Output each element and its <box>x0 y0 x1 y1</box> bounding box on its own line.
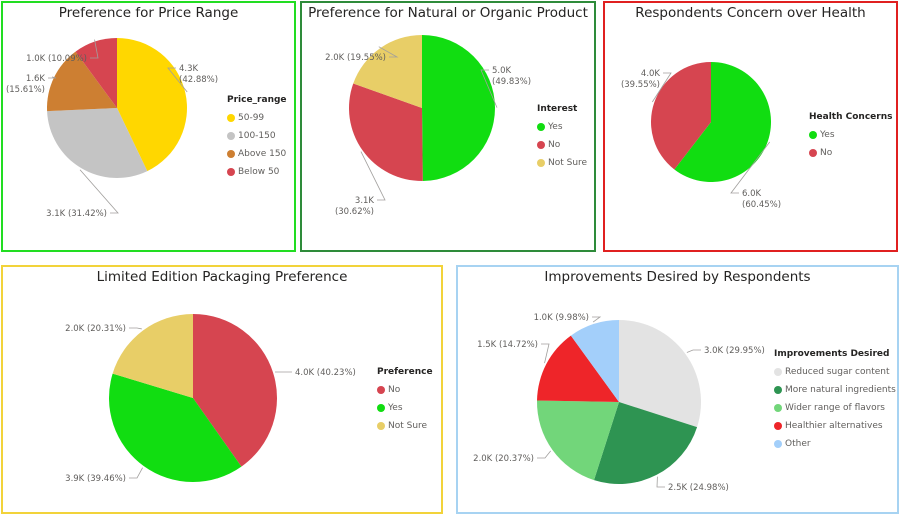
data-label: 1.6K(15.61%) <box>6 74 45 95</box>
data-label: 2.5K (24.98%) <box>668 483 729 493</box>
data-label: 2.0K (20.31%) <box>65 324 126 334</box>
legend-item[interactable]: Other <box>774 435 896 453</box>
legend-marker-icon <box>537 159 545 167</box>
chart-legend: Interest Yes No Not Sure <box>537 104 587 172</box>
legend-label: More natural ingredients <box>785 385 896 395</box>
legend-label: Not Sure <box>548 158 587 168</box>
legend-item[interactable]: 50-99 <box>227 109 287 127</box>
legend-item[interactable]: Reduced sugar content <box>774 363 896 381</box>
legend-title: Interest <box>537 104 587 114</box>
chart-legend: Health Concerns Yes No <box>809 112 892 162</box>
data-label: 1.0K (9.98%) <box>534 313 589 323</box>
chart-panel-packaging[interactable]: Limited Edition Packaging Preference 4.0… <box>1 265 443 514</box>
pie-slice-yes[interactable] <box>422 35 495 181</box>
legend-title: Preference <box>377 367 433 377</box>
legend-marker-icon <box>227 168 235 176</box>
legend-item[interactable]: No <box>809 144 892 162</box>
legend-marker-icon <box>774 404 782 412</box>
chart-panel-health-concern[interactable]: Respondents Concern over Health 6.0K(60.… <box>603 1 898 252</box>
leader-line <box>537 451 551 458</box>
legend-item[interactable]: Not Sure <box>377 417 433 435</box>
legend-label: 50-99 <box>238 113 264 123</box>
legend-item[interactable]: Not Sure <box>537 154 587 172</box>
legend-item[interactable]: More natural ingredients <box>774 381 896 399</box>
chart-panel-improvements[interactable]: Improvements Desired by Respondents 3.0K… <box>456 265 899 514</box>
legend-item[interactable]: Below 50 <box>227 163 287 181</box>
legend-item[interactable]: Healthier alternatives <box>774 417 896 435</box>
data-label: 3.9K (39.46%) <box>65 474 126 484</box>
leader-line <box>657 477 665 487</box>
legend-marker-icon <box>809 131 817 139</box>
legend-marker-icon <box>377 386 385 394</box>
legend-title: Health Concerns <box>809 112 892 122</box>
legend-label: Wider range of flavors <box>785 403 885 413</box>
legend-marker-icon <box>774 368 782 376</box>
legend-item[interactable]: Yes <box>809 126 892 144</box>
legend-marker-icon <box>537 141 545 149</box>
data-label: 4.0K(39.55%) <box>621 69 660 90</box>
data-label: 1.5K (14.72%) <box>477 340 538 350</box>
leader-line <box>129 328 142 329</box>
data-label: 1.0K (10.09%) <box>26 54 87 64</box>
legend-marker-icon <box>227 150 235 158</box>
legend-item[interactable]: Above 150 <box>227 145 287 163</box>
data-label: 2.0K (19.55%) <box>325 53 386 63</box>
legend-marker-icon <box>774 386 782 394</box>
leader-line <box>687 350 701 353</box>
chart-legend: Preference No Yes Not Sure <box>377 367 433 435</box>
legend-item[interactable]: No <box>377 381 433 399</box>
legend-label: Not Sure <box>388 421 427 431</box>
data-label: 3.1K (31.42%) <box>46 209 107 219</box>
leader-line <box>592 317 600 322</box>
legend-item[interactable]: No <box>537 136 587 154</box>
legend-label: Other <box>785 439 811 449</box>
data-label: 2.0K (20.37%) <box>473 454 534 464</box>
legend-label: Reduced sugar content <box>785 367 890 377</box>
leader-line <box>541 344 549 363</box>
chart-legend: Price_range 50-99 100-150 Above 150 Below 50 <box>227 95 287 181</box>
data-label: 3.0K (29.95%) <box>704 346 765 356</box>
legend-marker-icon <box>774 440 782 448</box>
chart-legend: Improvements Desired Reduced sugar conten… <box>774 349 896 453</box>
data-label: 4.3K(42.88%) <box>179 64 218 85</box>
legend-item[interactable]: 100-150 <box>227 127 287 145</box>
legend-label: 100-150 <box>238 131 276 141</box>
legend-item[interactable]: Wider range of flavors <box>774 399 896 417</box>
legend-item[interactable]: Yes <box>537 118 587 136</box>
legend-marker-icon <box>809 149 817 157</box>
leader-line <box>129 468 143 478</box>
data-label: 5.0K(49.83%) <box>492 66 531 87</box>
data-label: 6.0K(60.45%) <box>742 189 781 210</box>
legend-marker-icon <box>774 422 782 430</box>
legend-marker-icon <box>227 132 235 140</box>
legend-marker-icon <box>377 422 385 430</box>
legend-label: Below 50 <box>238 167 279 177</box>
legend-label: No <box>388 385 400 395</box>
chart-panel-natural-organic[interactable]: Preference for Natural or Organic Produc… <box>300 1 596 252</box>
legend-marker-icon <box>377 404 385 412</box>
chart-panel-price-range[interactable]: Preference for Price Range 4.3K(42.88%)3… <box>1 1 296 252</box>
legend-label: No <box>548 140 560 150</box>
legend-label: Yes <box>820 130 835 140</box>
legend-marker-icon <box>227 114 235 122</box>
legend-label: Healthier alternatives <box>785 421 883 431</box>
legend-label: Above 150 <box>238 149 286 159</box>
legend-label: Yes <box>388 403 403 413</box>
data-label: 3.1K(30.62%) <box>335 196 374 217</box>
legend-label: Yes <box>548 122 563 132</box>
legend-label: No <box>820 148 832 158</box>
legend-item[interactable]: Yes <box>377 399 433 417</box>
legend-title: Price_range <box>227 95 287 105</box>
data-label: 4.0K (40.23%) <box>295 368 356 378</box>
legend-marker-icon <box>537 123 545 131</box>
legend-title: Improvements Desired <box>774 349 896 359</box>
